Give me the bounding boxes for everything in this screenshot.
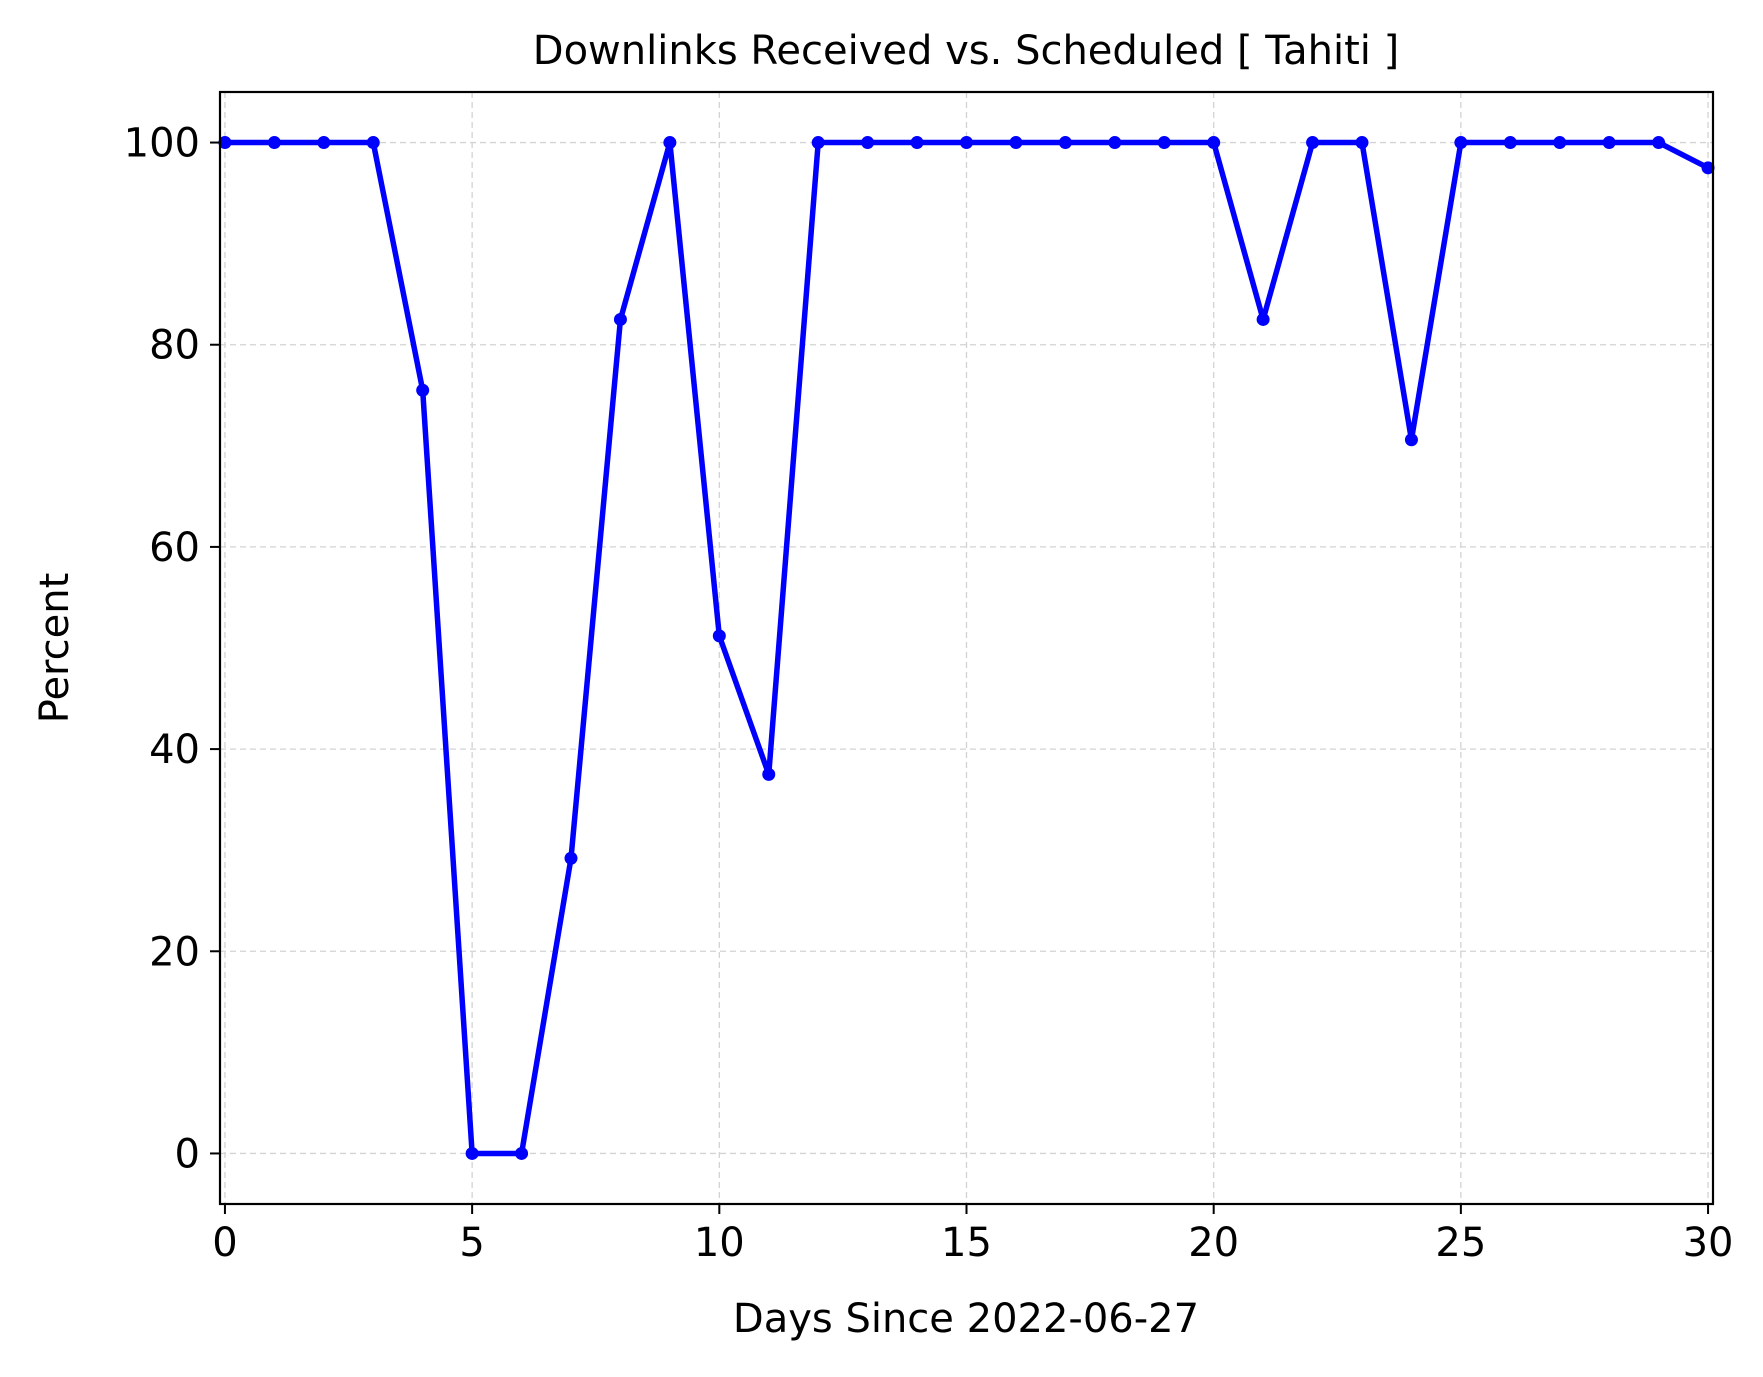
y-axis-label: Percent [32,573,78,724]
data-point-24 [1404,433,1418,447]
data-point-8 [613,312,627,326]
y-tick-label-4: 80 [149,323,200,369]
data-point-19 [1157,136,1171,150]
data-point-25 [1454,136,1468,150]
y-tick-label-5: 100 [124,121,200,167]
data-point-18 [1108,136,1122,150]
y-tick-label-2: 40 [149,727,200,773]
data-point-23 [1355,136,1369,150]
x-tick-label-1: 5 [459,1220,484,1266]
data-point-10 [712,629,726,643]
x-tick-label-2: 10 [694,1220,745,1266]
x-tick-label-5: 25 [1435,1220,1486,1266]
data-point-30 [1701,161,1715,175]
data-point-1 [267,136,281,150]
x-tick-label-3: 15 [941,1220,992,1266]
x-tick-label-6: 30 [1683,1220,1734,1266]
data-point-17 [1058,136,1072,150]
data-point-7 [564,851,578,865]
axis-ticks: 0 5 10 15 20 25 30 0 20 40 60 80 100 [124,121,1734,1266]
data-point-15 [960,136,973,150]
data-point-27 [1553,136,1567,150]
data-point-2 [317,136,331,150]
data-point-16 [1009,136,1023,150]
x-tick-label-0: 0 [212,1220,237,1266]
data-point-20 [1207,136,1221,150]
series-layer [218,136,1715,1160]
data-point-26 [1503,136,1517,150]
data-point-14 [910,136,924,150]
data-point-11 [762,767,776,781]
data-point-12 [811,136,825,150]
data-point-3 [366,136,380,150]
data-point-4 [416,383,430,397]
data-point-28 [1602,136,1616,150]
data-point-5 [465,1146,479,1160]
data-point-9 [663,136,677,150]
data-point-13 [861,136,875,150]
y-tick-label-3: 60 [149,525,200,571]
chart-title: Downlinks Received vs. Scheduled [ Tahit… [533,28,1399,74]
y-tick-label-1: 20 [149,929,200,975]
x-tick-label-4: 20 [1188,1220,1239,1266]
data-point-29 [1652,136,1666,150]
data-point-22 [1306,136,1320,150]
data-point-21 [1256,312,1270,326]
data-point-6 [515,1146,529,1160]
data-point-0 [218,136,232,150]
x-axis-label: Days Since 2022-06-27 [733,1296,1199,1342]
y-tick-label-0: 0 [175,1131,200,1177]
